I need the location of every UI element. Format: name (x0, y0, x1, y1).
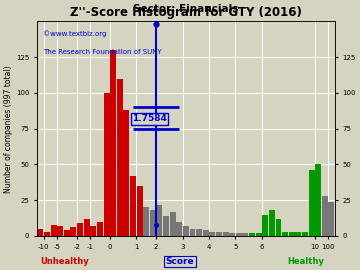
Text: 1.7584: 1.7584 (132, 114, 167, 123)
Bar (176, 222, 182, 236)
Bar (222, 232, 229, 236)
Bar (216, 232, 222, 236)
Text: Unhealthy: Unhealthy (40, 257, 89, 266)
Y-axis label: Number of companies (997 total): Number of companies (997 total) (4, 65, 13, 193)
Bar (170, 212, 176, 236)
Bar (104, 93, 109, 236)
Bar (44, 232, 50, 236)
Bar (322, 196, 328, 236)
Bar (189, 229, 195, 236)
Bar (249, 233, 255, 236)
Text: Sector: Financials: Sector: Financials (133, 4, 239, 14)
Text: Healthy: Healthy (288, 257, 324, 266)
Bar (210, 232, 215, 236)
Bar (236, 233, 242, 236)
Bar (282, 232, 288, 236)
Bar (130, 176, 136, 236)
Bar (203, 230, 209, 236)
Bar (57, 226, 63, 236)
Bar (51, 225, 57, 236)
Bar (262, 215, 268, 236)
Bar (328, 202, 334, 236)
Bar (37, 229, 43, 236)
Bar (295, 232, 301, 236)
Bar (275, 219, 282, 236)
Bar (90, 226, 96, 236)
Bar (97, 222, 103, 236)
Bar (136, 186, 143, 236)
Bar (110, 50, 116, 236)
Bar (183, 226, 189, 236)
Bar (123, 110, 129, 236)
Bar (163, 216, 169, 236)
Bar (143, 207, 149, 236)
Title: Z''-Score Histogram for GTY (2016): Z''-Score Histogram for GTY (2016) (70, 6, 302, 19)
Bar (302, 232, 308, 236)
Text: Score: Score (166, 257, 194, 266)
Bar (64, 230, 70, 236)
Bar (77, 223, 83, 236)
Bar (71, 227, 76, 236)
Bar (117, 79, 123, 236)
Bar (157, 205, 162, 236)
Bar (289, 232, 295, 236)
Bar (309, 170, 315, 236)
Bar (315, 164, 321, 236)
Bar (256, 233, 262, 236)
Bar (196, 229, 202, 236)
Bar (269, 210, 275, 236)
Bar (242, 233, 248, 236)
Text: The Research Foundation of SUNY: The Research Foundation of SUNY (43, 49, 162, 55)
Bar (84, 219, 90, 236)
Bar (150, 210, 156, 236)
Bar (229, 233, 235, 236)
Text: ©www.textbiz.org: ©www.textbiz.org (43, 30, 107, 37)
